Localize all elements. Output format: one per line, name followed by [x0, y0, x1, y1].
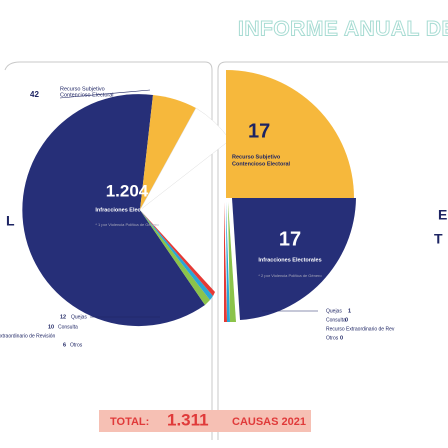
quejas-label: Quejas: [326, 308, 342, 314]
edge-text: L: [6, 213, 15, 229]
revision-label: Recurso Extraordinario de Rev: [326, 326, 395, 332]
consulta-number: 10: [48, 324, 54, 330]
edge-text: T: [434, 231, 443, 247]
consulta-label: Consulta: [326, 317, 346, 323]
total-suffix: CAUSAS 2021: [232, 416, 306, 428]
pie-slice-quejas: [140, 210, 210, 305]
header-title: INFORME ANUAL DE: [238, 18, 448, 41]
infracciones-label: Infracciones Electorales: [95, 207, 158, 213]
pie-slice-infracciones: [232, 198, 356, 320]
infracciones-note: * 1 por Violencia Política de Género: [95, 222, 159, 227]
otros-label: Otros: [326, 335, 339, 341]
recurso-sublabel: Contencioso Electoral: [60, 92, 114, 98]
recurso-label: Recurso Subjetivo: [232, 154, 281, 160]
pie-slice-infracciones: [22, 94, 206, 327]
otros-number: 6: [63, 342, 66, 348]
left-panel-border: [4, 61, 213, 440]
right-panel-border: [217, 61, 448, 440]
pie-slice-revision: [140, 210, 215, 296]
recurso-number: 17: [248, 120, 270, 142]
total-label: TOTAL:: [110, 416, 149, 428]
otros-number: 0: [340, 335, 343, 341]
consulta-number: 0: [345, 317, 348, 323]
infracciones-note: * 2 por Violencia Política de Género: [258, 273, 322, 278]
pie-slice-quejas: [228, 202, 236, 322]
quejas-number: 1: [348, 308, 351, 314]
infracciones-number: 17: [279, 228, 301, 250]
revision-label: xtraordinario de Revisión: [0, 333, 56, 339]
total-number: 1.311: [167, 410, 209, 429]
pie-slice-recurso: [226, 70, 354, 198]
pie-slice-revision: [224, 202, 227, 322]
quejas-label: Quejas: [71, 314, 87, 320]
infracciones-label: Infracciones Electorales: [258, 257, 321, 263]
pie-slice-consulta: [226, 202, 230, 322]
total-box: [99, 410, 311, 432]
recurso-number: 42: [30, 90, 39, 99]
recurso-label: Recurso Subjetivo: [60, 86, 105, 92]
quejas-number: 12: [60, 314, 66, 320]
otros-label: Otros: [70, 342, 83, 348]
pie-slice-consulta: [140, 210, 213, 300]
edge-text: E: [438, 207, 447, 223]
pie-slice-recurso: [140, 95, 196, 210]
infracciones-number: 1.204: [106, 181, 149, 200]
consulta-label: Consulta: [58, 324, 78, 330]
leader-line: [59, 89, 151, 99]
recurso-sublabel: Contencioso Electoral: [232, 161, 291, 167]
